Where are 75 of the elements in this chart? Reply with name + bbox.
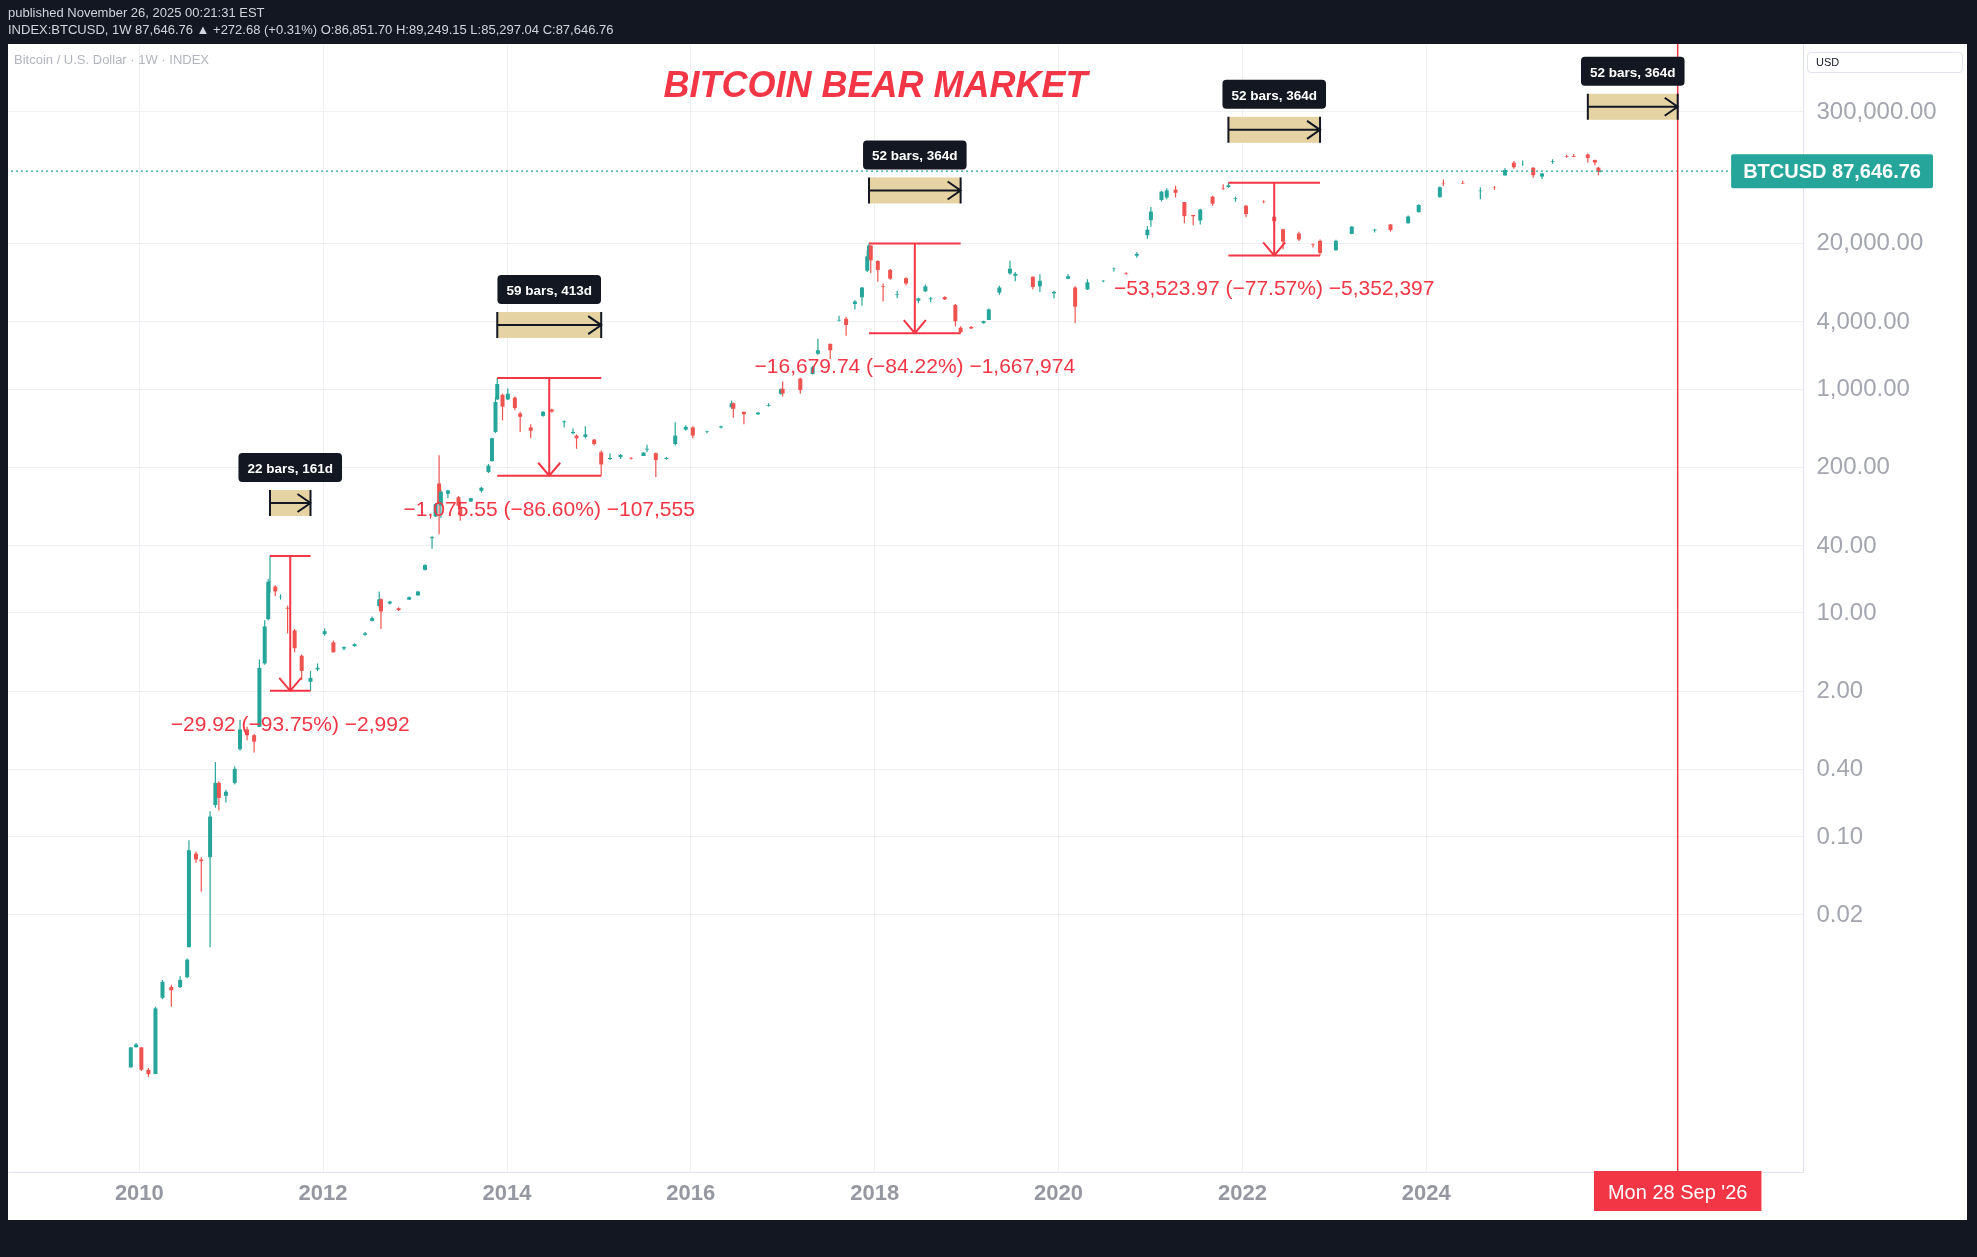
candlestick	[653, 452, 658, 478]
x-tick-label: 2014	[482, 1179, 533, 1205]
candlestick	[216, 780, 221, 812]
price-tag: BTCUSD 87,646.76	[1731, 154, 1933, 189]
candlestick	[844, 316, 849, 337]
annotation: 52 bars, 364d	[872, 148, 958, 164]
y-tick-label: 200.00	[1816, 452, 1890, 480]
candlestick	[238, 719, 243, 752]
annotation: −53,523.97 (−77.57%) −5,352,397	[1113, 276, 1435, 300]
candlestick	[500, 393, 505, 421]
text: INDEX:BTCUSD, 1W 87,646.76 ▲ +272.68 (+0.31%) O:86,851.70 H:89,249.15 L:85,297.04 C:87,646.76	[8, 22, 614, 37]
candlestick	[875, 259, 880, 283]
candlestick	[815, 338, 820, 356]
candlestick	[232, 765, 237, 786]
y-tick-label: 0.02	[1816, 899, 1864, 927]
annotation: −16,679.74 (−84.22%) −1,667,974	[754, 354, 1076, 378]
candlestick	[608, 452, 613, 461]
date-tag: Mon 28 Sep '26	[1593, 1171, 1762, 1211]
candlestick	[489, 436, 494, 463]
label-box: 59 bars, 413d	[497, 275, 601, 305]
candlestick	[599, 449, 604, 477]
candlestick	[199, 856, 204, 893]
candlestick	[185, 957, 190, 979]
text: published November 26, 2025 00:21:31 EST	[8, 5, 265, 20]
x-tick-label: 2010	[114, 1179, 164, 1205]
candlestick	[953, 303, 958, 327]
annotation: 52 bars, 364d	[1589, 64, 1676, 80]
annotation: 59 bars, 413d	[506, 283, 593, 299]
candlestick	[169, 984, 174, 1008]
y-tick-label: 10.00	[1816, 597, 1877, 625]
y-tick-label: 300,000.00	[1816, 96, 1937, 124]
x-tick-label: 2012	[298, 1179, 348, 1205]
y-tick-label: 0.10	[1816, 821, 1864, 849]
candlestick	[645, 444, 650, 453]
candlestick	[252, 733, 257, 754]
candlestick	[881, 282, 886, 303]
currency-box: USD	[1807, 52, 1963, 73]
annotation: Bitcoin / U.S. Dollar · 1W · INDEX	[14, 52, 210, 67]
label-box: 52 bars, 364d	[1581, 56, 1685, 86]
x-tick-label: 2018	[850, 1179, 900, 1205]
candlestick	[299, 653, 304, 681]
candlestick	[859, 286, 864, 307]
ref-line-label: Mon 28 Sep '26	[1607, 1181, 1748, 1203]
x-tick-label: 2024	[1401, 1179, 1452, 1205]
label-box: 52 bars, 364d	[863, 140, 967, 170]
candlestick	[213, 761, 218, 809]
candlestick	[1037, 273, 1042, 293]
annotation: 52 bars, 364d	[1231, 87, 1318, 103]
candlestick	[139, 1046, 144, 1072]
candlestick	[1148, 206, 1153, 228]
y-tick-label: 1,000.00	[1816, 374, 1910, 402]
label-box: 52 bars, 364d	[1222, 79, 1326, 109]
candlestick	[223, 789, 228, 804]
annotation: 22 bars, 161d	[247, 461, 334, 477]
y-tick-label: 0.40	[1816, 754, 1864, 782]
candlestick	[673, 421, 678, 447]
text: BITCOIN BEAR MARKET	[663, 64, 1091, 106]
candlestick	[1073, 285, 1078, 324]
candlestick	[160, 979, 165, 1000]
x-tick-label: 2020	[1034, 1179, 1083, 1205]
y-tick-label: 2.00	[1816, 676, 1864, 704]
candlestick	[430, 535, 435, 550]
candlestick	[1310, 242, 1315, 249]
y-tick-label: 40.00	[1816, 530, 1877, 558]
candlestick	[518, 411, 523, 433]
x-tick-label: 2016	[666, 1179, 716, 1205]
y-tick-label: 4,000.00	[1816, 306, 1910, 334]
ref-line-label: BTCUSD 87,646.76	[1743, 160, 1921, 183]
candlestick	[1221, 183, 1226, 191]
label-box: 22 bars, 161d	[238, 453, 342, 483]
candlestick	[837, 315, 842, 323]
candlestick	[292, 628, 297, 653]
y-tick-label: 20,000.00	[1816, 228, 1924, 256]
x-tick-label: 2022	[1218, 1179, 1267, 1205]
candlestick	[308, 670, 313, 692]
